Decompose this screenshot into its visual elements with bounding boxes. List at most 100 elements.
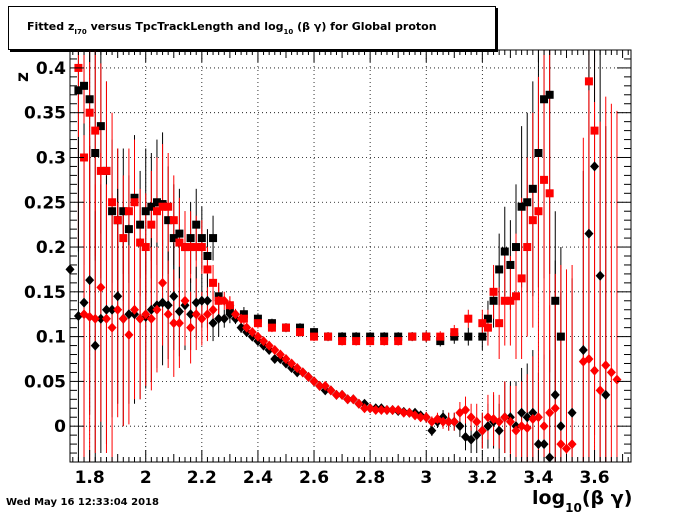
square-marker	[489, 287, 498, 296]
diamond-marker	[287, 358, 297, 369]
diamond-marker	[427, 425, 437, 436]
square-marker	[192, 243, 201, 252]
diamond-marker	[107, 322, 117, 333]
diamond-marker	[107, 304, 117, 315]
square-marker	[152, 207, 161, 216]
square-marker	[130, 193, 139, 202]
square-marker	[517, 202, 526, 211]
date-stamp: Wed May 16 12:33:04 2018	[6, 497, 159, 508]
square-marker	[267, 319, 276, 328]
square-marker	[523, 243, 532, 252]
diamond-marker	[438, 416, 448, 427]
square-marker	[545, 90, 554, 99]
square-marker	[310, 332, 319, 341]
diamond-marker	[174, 318, 184, 329]
square-marker	[192, 220, 201, 229]
square-marker	[91, 149, 100, 157]
diamond-marker	[259, 336, 269, 347]
diamond-marker	[466, 412, 476, 423]
square-marker	[253, 314, 262, 323]
square-marker	[239, 310, 248, 319]
square-marker	[158, 202, 167, 211]
diamond-marker	[561, 443, 571, 454]
square-marker	[91, 126, 100, 135]
square-marker	[511, 243, 520, 252]
square-marker	[352, 337, 361, 346]
square-marker	[338, 337, 347, 346]
diamond-marker	[320, 380, 330, 391]
diamond-marker	[146, 304, 156, 315]
x-tick-label: 3.6	[579, 468, 609, 488]
square-marker	[436, 337, 445, 346]
square-marker	[203, 252, 212, 260]
square-marker	[85, 95, 94, 104]
diamond-marker	[163, 309, 173, 320]
square-marker	[380, 337, 389, 346]
title-suffix: (β γ) for Global proton	[293, 20, 437, 33]
square-marker	[489, 296, 498, 305]
diamond-marker	[101, 304, 111, 315]
square-marker	[108, 198, 117, 207]
square-marker	[80, 153, 89, 162]
square-marker	[506, 296, 515, 305]
diamond-marker	[533, 412, 543, 423]
title-subscript-10: 10	[283, 28, 294, 36]
square-marker	[478, 332, 487, 341]
diamond-marker	[545, 407, 555, 418]
marker-layer	[65, 63, 622, 463]
diamond-marker	[202, 295, 212, 306]
square-marker	[108, 207, 117, 216]
square-marker	[164, 216, 173, 225]
diamond-marker	[533, 439, 543, 450]
diamond-marker	[517, 407, 527, 418]
diamond-marker	[461, 405, 471, 416]
square-marker	[141, 207, 150, 216]
diamond-marker	[556, 421, 566, 432]
diamond-marker	[163, 300, 173, 311]
square-marker	[296, 323, 305, 332]
diamond-marker	[416, 412, 426, 423]
diamond-marker	[371, 405, 381, 416]
diamond-marker	[90, 313, 100, 324]
diamond-marker	[472, 416, 482, 427]
square-marker	[495, 319, 504, 328]
diamond-marker	[174, 306, 184, 317]
square-marker	[209, 278, 218, 287]
square-marker	[394, 332, 403, 341]
square-marker	[296, 328, 305, 337]
diamond-marker	[584, 228, 594, 239]
diamond-marker	[601, 360, 611, 371]
diamond-marker	[326, 385, 336, 396]
square-marker	[464, 314, 473, 323]
diamond-marker	[556, 439, 566, 450]
square-marker	[352, 332, 361, 341]
square-marker	[136, 220, 145, 229]
square-marker	[124, 225, 133, 234]
square-marker	[478, 319, 487, 328]
diamond-marker	[584, 354, 594, 364]
diamond-marker	[214, 295, 224, 306]
y-tick-label: 0.3	[36, 148, 66, 168]
y-tick-label: 0.1	[36, 328, 66, 348]
diamond-marker	[152, 304, 162, 315]
square-marker	[450, 332, 459, 341]
square-marker	[464, 332, 473, 341]
square-marker	[545, 189, 554, 198]
diamond-marker	[477, 425, 487, 436]
square-marker	[253, 319, 262, 328]
diamond-marker	[208, 318, 218, 329]
square-marker	[534, 149, 543, 157]
diamond-marker	[578, 345, 588, 356]
square-marker	[74, 86, 83, 95]
diamond-marker	[186, 309, 196, 320]
diamond-marker	[483, 421, 493, 432]
square-marker	[310, 328, 319, 337]
diamond-marker	[275, 349, 285, 360]
square-marker	[80, 81, 89, 90]
diamond-marker	[539, 421, 549, 432]
diamond-marker	[253, 331, 263, 342]
diamond-marker	[124, 329, 134, 340]
diamond-marker	[309, 376, 319, 387]
diamond-marker	[500, 412, 510, 423]
